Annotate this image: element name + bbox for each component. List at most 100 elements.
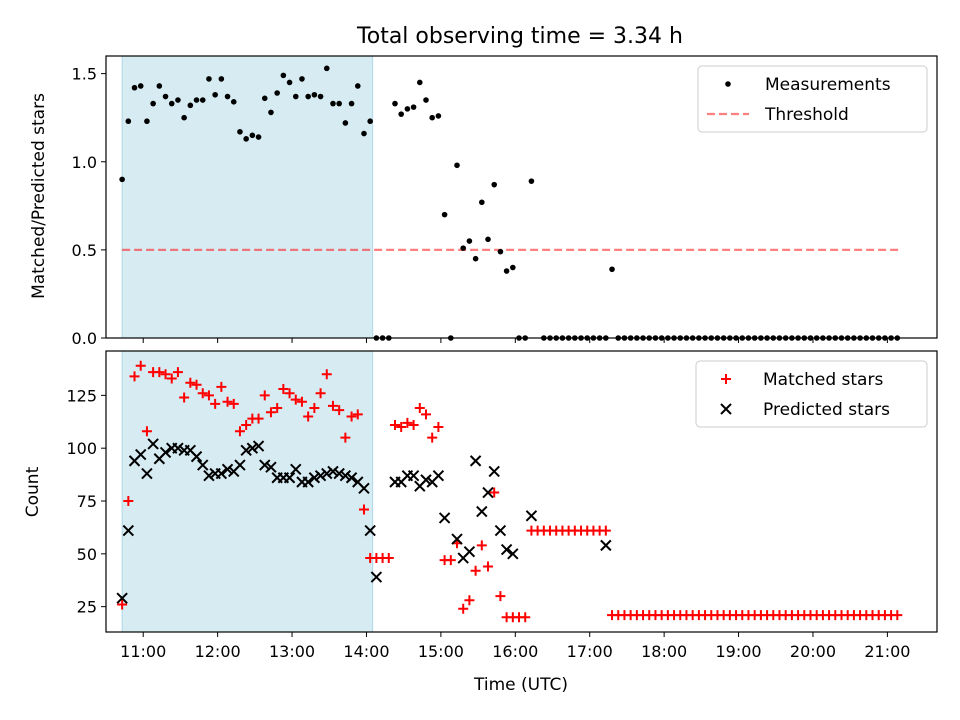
measurement-point bbox=[280, 72, 287, 79]
predicted-star-point bbox=[122, 524, 135, 537]
measurement-point bbox=[354, 83, 361, 89]
matched-star-point bbox=[210, 398, 221, 409]
x-tick-label: 19:00 bbox=[715, 642, 761, 661]
x-tick-label: 13:00 bbox=[269, 642, 315, 661]
measurement-point bbox=[472, 255, 479, 262]
measurement-point bbox=[292, 93, 299, 100]
x-tick-label: 15:00 bbox=[418, 642, 464, 661]
predicted-star-point bbox=[197, 459, 209, 471]
measurement-point bbox=[404, 106, 411, 112]
matched-star-point bbox=[483, 561, 494, 572]
matched-star-point bbox=[241, 419, 252, 430]
matched-star-point bbox=[284, 388, 295, 399]
matched-star-point bbox=[203, 390, 214, 401]
series-predicted-stars bbox=[116, 438, 612, 604]
matched-star-point bbox=[458, 603, 469, 614]
predicted-star-point bbox=[600, 539, 612, 552]
matched-star-point bbox=[389, 419, 400, 430]
predicted-star-point bbox=[432, 469, 445, 482]
predicted-star-point bbox=[358, 482, 370, 495]
matched-star-point bbox=[179, 392, 190, 403]
matched-star-point bbox=[160, 369, 171, 380]
predicted-star-point bbox=[364, 524, 376, 537]
predicted-star-point bbox=[147, 438, 159, 450]
legend-box bbox=[697, 65, 928, 133]
measurement-point bbox=[330, 100, 336, 107]
measurement-point bbox=[175, 97, 181, 103]
x-axis-label: Time (UTC) bbox=[473, 675, 568, 695]
legend-x-marker bbox=[720, 403, 732, 415]
predicted-star-point bbox=[370, 571, 383, 583]
predicted-star-point bbox=[246, 442, 259, 454]
predicted-star-point bbox=[507, 548, 519, 560]
shaded-observing-interval bbox=[121, 350, 374, 633]
measurement-point bbox=[249, 132, 256, 139]
matched-star-point bbox=[154, 367, 165, 378]
predicted-star-point bbox=[240, 444, 252, 457]
matched-star-point bbox=[495, 591, 506, 602]
measurement-point bbox=[336, 100, 342, 107]
predicted-star-point bbox=[482, 486, 494, 499]
predicted-star-point bbox=[333, 467, 345, 480]
measurement-point bbox=[429, 114, 435, 121]
matched-star-point bbox=[358, 504, 369, 515]
predicted-star-point bbox=[407, 469, 420, 482]
x-tick-label: 14:00 bbox=[343, 642, 389, 661]
matched-star-point bbox=[185, 377, 196, 388]
matched-star-point bbox=[433, 422, 444, 433]
legend: Measurements Threshold bbox=[697, 65, 928, 133]
legend-label: Threshold bbox=[764, 105, 849, 125]
measurement-point bbox=[410, 104, 417, 110]
measurement-point bbox=[125, 118, 132, 125]
y-tick-label: 25 bbox=[77, 598, 97, 617]
chart-title: Total observing time = 3.34 h bbox=[356, 24, 683, 49]
measurement-point bbox=[286, 79, 293, 86]
predicted-star-point bbox=[314, 469, 327, 482]
predicted-star-point bbox=[215, 467, 228, 480]
measurement-point bbox=[416, 79, 423, 86]
predicted-star-point bbox=[265, 461, 277, 473]
series-matched-stars bbox=[117, 360, 903, 623]
measurement-point bbox=[348, 100, 355, 107]
matched-star-point bbox=[265, 407, 276, 418]
predicted-star-point bbox=[302, 476, 314, 488]
measurement-point bbox=[119, 176, 125, 183]
count-panel: 25 50 75 100 125 11:00 12:00 13:00 14:00 15:00 16:… bbox=[66, 350, 938, 661]
matched-star-point bbox=[402, 417, 413, 428]
measurement-point bbox=[317, 93, 324, 100]
x-tick-label: 11:00 bbox=[120, 642, 166, 661]
predicted-star-point bbox=[290, 463, 302, 476]
y-tick-label: 50 bbox=[77, 545, 97, 564]
x-tick-label: 16:00 bbox=[492, 642, 538, 661]
matched-star-point bbox=[259, 390, 270, 401]
matched-star-point bbox=[464, 595, 475, 606]
measurement-point bbox=[137, 83, 144, 89]
x-tick-label: 20:00 bbox=[790, 642, 836, 661]
measurement-point bbox=[392, 100, 398, 107]
measurement-point bbox=[230, 99, 237, 105]
measurement-point bbox=[156, 83, 163, 89]
matched-star-point bbox=[327, 400, 338, 411]
y-tick-label: 1.5 bbox=[72, 65, 97, 84]
predicted-star-point bbox=[345, 472, 358, 484]
matched-star-point bbox=[427, 432, 438, 443]
matched-star-point bbox=[476, 540, 487, 551]
predicted-star-point bbox=[463, 546, 476, 558]
matched-star-point bbox=[396, 422, 407, 433]
matched-star-point bbox=[172, 367, 183, 378]
measurement-point bbox=[528, 178, 535, 184]
measurement-point bbox=[274, 90, 280, 96]
y-tick-label: 1.0 bbox=[72, 153, 97, 172]
x-tick-label: 12:00 bbox=[195, 642, 241, 661]
legend-label: Measurements bbox=[765, 75, 891, 95]
measurement-point bbox=[454, 162, 460, 169]
predicted-star-point bbox=[476, 505, 488, 518]
matched-star-point bbox=[228, 398, 239, 409]
predicted-star-point bbox=[339, 469, 352, 482]
measurement-point bbox=[187, 102, 194, 109]
matched-star-point bbox=[892, 610, 903, 621]
predicted-star-point bbox=[159, 446, 172, 459]
bottom-y-axis-label: Count bbox=[23, 466, 43, 517]
measurement-point bbox=[212, 91, 218, 98]
ratio-panel: 0.0 0.5 1.0 1.5 Measurements Threshold bbox=[72, 55, 938, 348]
